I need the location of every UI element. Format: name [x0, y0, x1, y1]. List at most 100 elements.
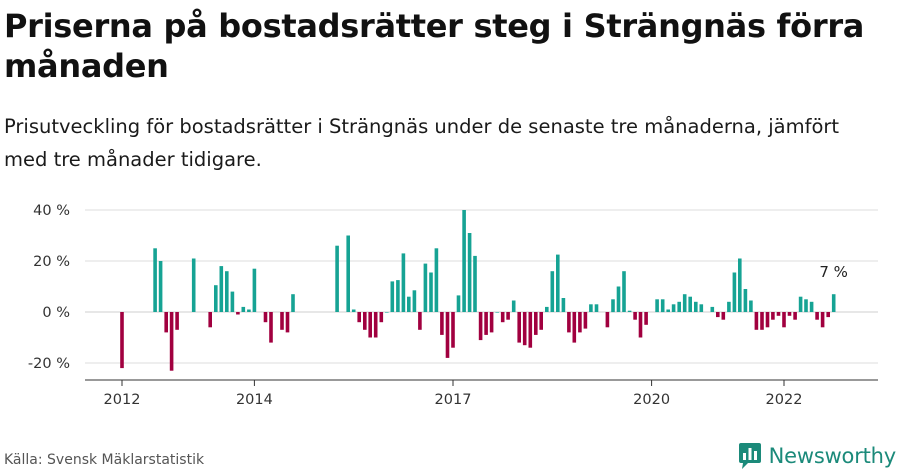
- y-tick-label: 0 %: [42, 305, 70, 321]
- bar: [787, 312, 792, 316]
- bar: [556, 254, 560, 312]
- bar: [716, 312, 720, 318]
- bar: [826, 312, 830, 318]
- bar: [418, 312, 422, 330]
- bar: [721, 312, 726, 320]
- bar: [247, 309, 251, 312]
- chart-subtitle: Prisutveckling för bostadsrätter i Strän…: [4, 115, 840, 171]
- bar: [390, 281, 395, 312]
- bar: [771, 312, 775, 320]
- bar: [710, 306, 715, 312]
- bar: [230, 291, 235, 312]
- bar: [291, 294, 295, 312]
- bar: [605, 312, 610, 328]
- bar: [451, 312, 455, 348]
- x-tick-label: 2012: [104, 392, 141, 408]
- bar: [153, 248, 157, 312]
- bar: [765, 312, 770, 328]
- bar: [660, 299, 665, 313]
- axis-labels: 40 % 20 % 0 % -20 % 2012 2014 2017 2020 2022 7 %: [28, 203, 848, 408]
- bar: [473, 255, 477, 312]
- bar: [280, 312, 284, 330]
- bar: [396, 280, 400, 312]
- bar: [434, 248, 439, 312]
- bar: [401, 253, 406, 312]
- bar: [346, 235, 350, 312]
- bar: [373, 312, 378, 338]
- x-tick-label: 2020: [633, 392, 670, 408]
- bar: [644, 312, 648, 325]
- bar: [793, 312, 797, 320]
- bar: [782, 312, 786, 328]
- bar: [236, 312, 240, 315]
- bar: [219, 266, 224, 312]
- bar: [191, 258, 196, 312]
- y-tick-label: 40 %: [33, 203, 70, 219]
- bar: [754, 312, 759, 330]
- bar: [539, 312, 543, 330]
- bar: [688, 296, 692, 312]
- bar: [495, 312, 499, 313]
- bar: [732, 272, 737, 312]
- bar: [594, 304, 599, 312]
- bar: [550, 271, 555, 312]
- bar: [489, 312, 494, 333]
- bars: [120, 210, 836, 371]
- chart-title: Priserna på bostadsrätter steg i Strängn…: [4, 7, 865, 85]
- bar: [666, 309, 670, 312]
- bar: [677, 301, 681, 312]
- bar: [164, 312, 168, 333]
- bar: [611, 299, 615, 313]
- bar: [572, 312, 577, 343]
- bar: [682, 294, 687, 312]
- bar: [175, 312, 179, 330]
- bar: [335, 245, 339, 312]
- bar: [528, 312, 533, 348]
- bar: [511, 300, 516, 312]
- bar: [269, 312, 273, 343]
- bar: [583, 312, 588, 329]
- x-tick-label: 2022: [766, 392, 803, 408]
- bar: [506, 312, 510, 320]
- bar: [351, 309, 356, 312]
- bar: [809, 301, 814, 312]
- bar: [462, 210, 466, 312]
- bar: [225, 271, 229, 312]
- bar: [285, 312, 290, 333]
- bar: [694, 301, 698, 312]
- bar: [440, 312, 444, 335]
- bar: [241, 306, 246, 312]
- y-tick-label: -20 %: [28, 356, 70, 372]
- bar: [638, 312, 643, 338]
- bar: [412, 290, 417, 312]
- bar: [776, 312, 781, 316]
- bar: [622, 271, 626, 312]
- bar: [534, 312, 538, 335]
- bar: [749, 300, 753, 312]
- bar: [379, 312, 384, 323]
- bar: [263, 312, 268, 323]
- bar: [423, 263, 428, 312]
- bar: [727, 301, 731, 312]
- bar-chart: 40 % 20 % 0 % -20 % 2012 2014 2017 2020 2022 7 %: [28, 203, 878, 408]
- newsworthy-icon: [738, 443, 761, 469]
- last-value-label: 7 %: [819, 263, 848, 281]
- y-tick-label: 20 %: [33, 254, 70, 270]
- bar: [120, 312, 124, 369]
- bar: [478, 312, 483, 341]
- bar: [467, 233, 472, 312]
- bar: [357, 312, 361, 323]
- bar: [368, 312, 372, 338]
- bar: [500, 312, 505, 323]
- bar: [804, 299, 808, 313]
- brand-logo: Newsworthy: [737, 440, 896, 472]
- bar: [445, 312, 450, 358]
- bar: [578, 312, 582, 333]
- bar: [567, 312, 571, 333]
- bar: [484, 312, 488, 335]
- bar: [820, 312, 825, 328]
- bar: [699, 304, 704, 312]
- bar: [760, 312, 764, 330]
- x-tick-label: 2017: [435, 392, 472, 408]
- bar: [252, 268, 257, 312]
